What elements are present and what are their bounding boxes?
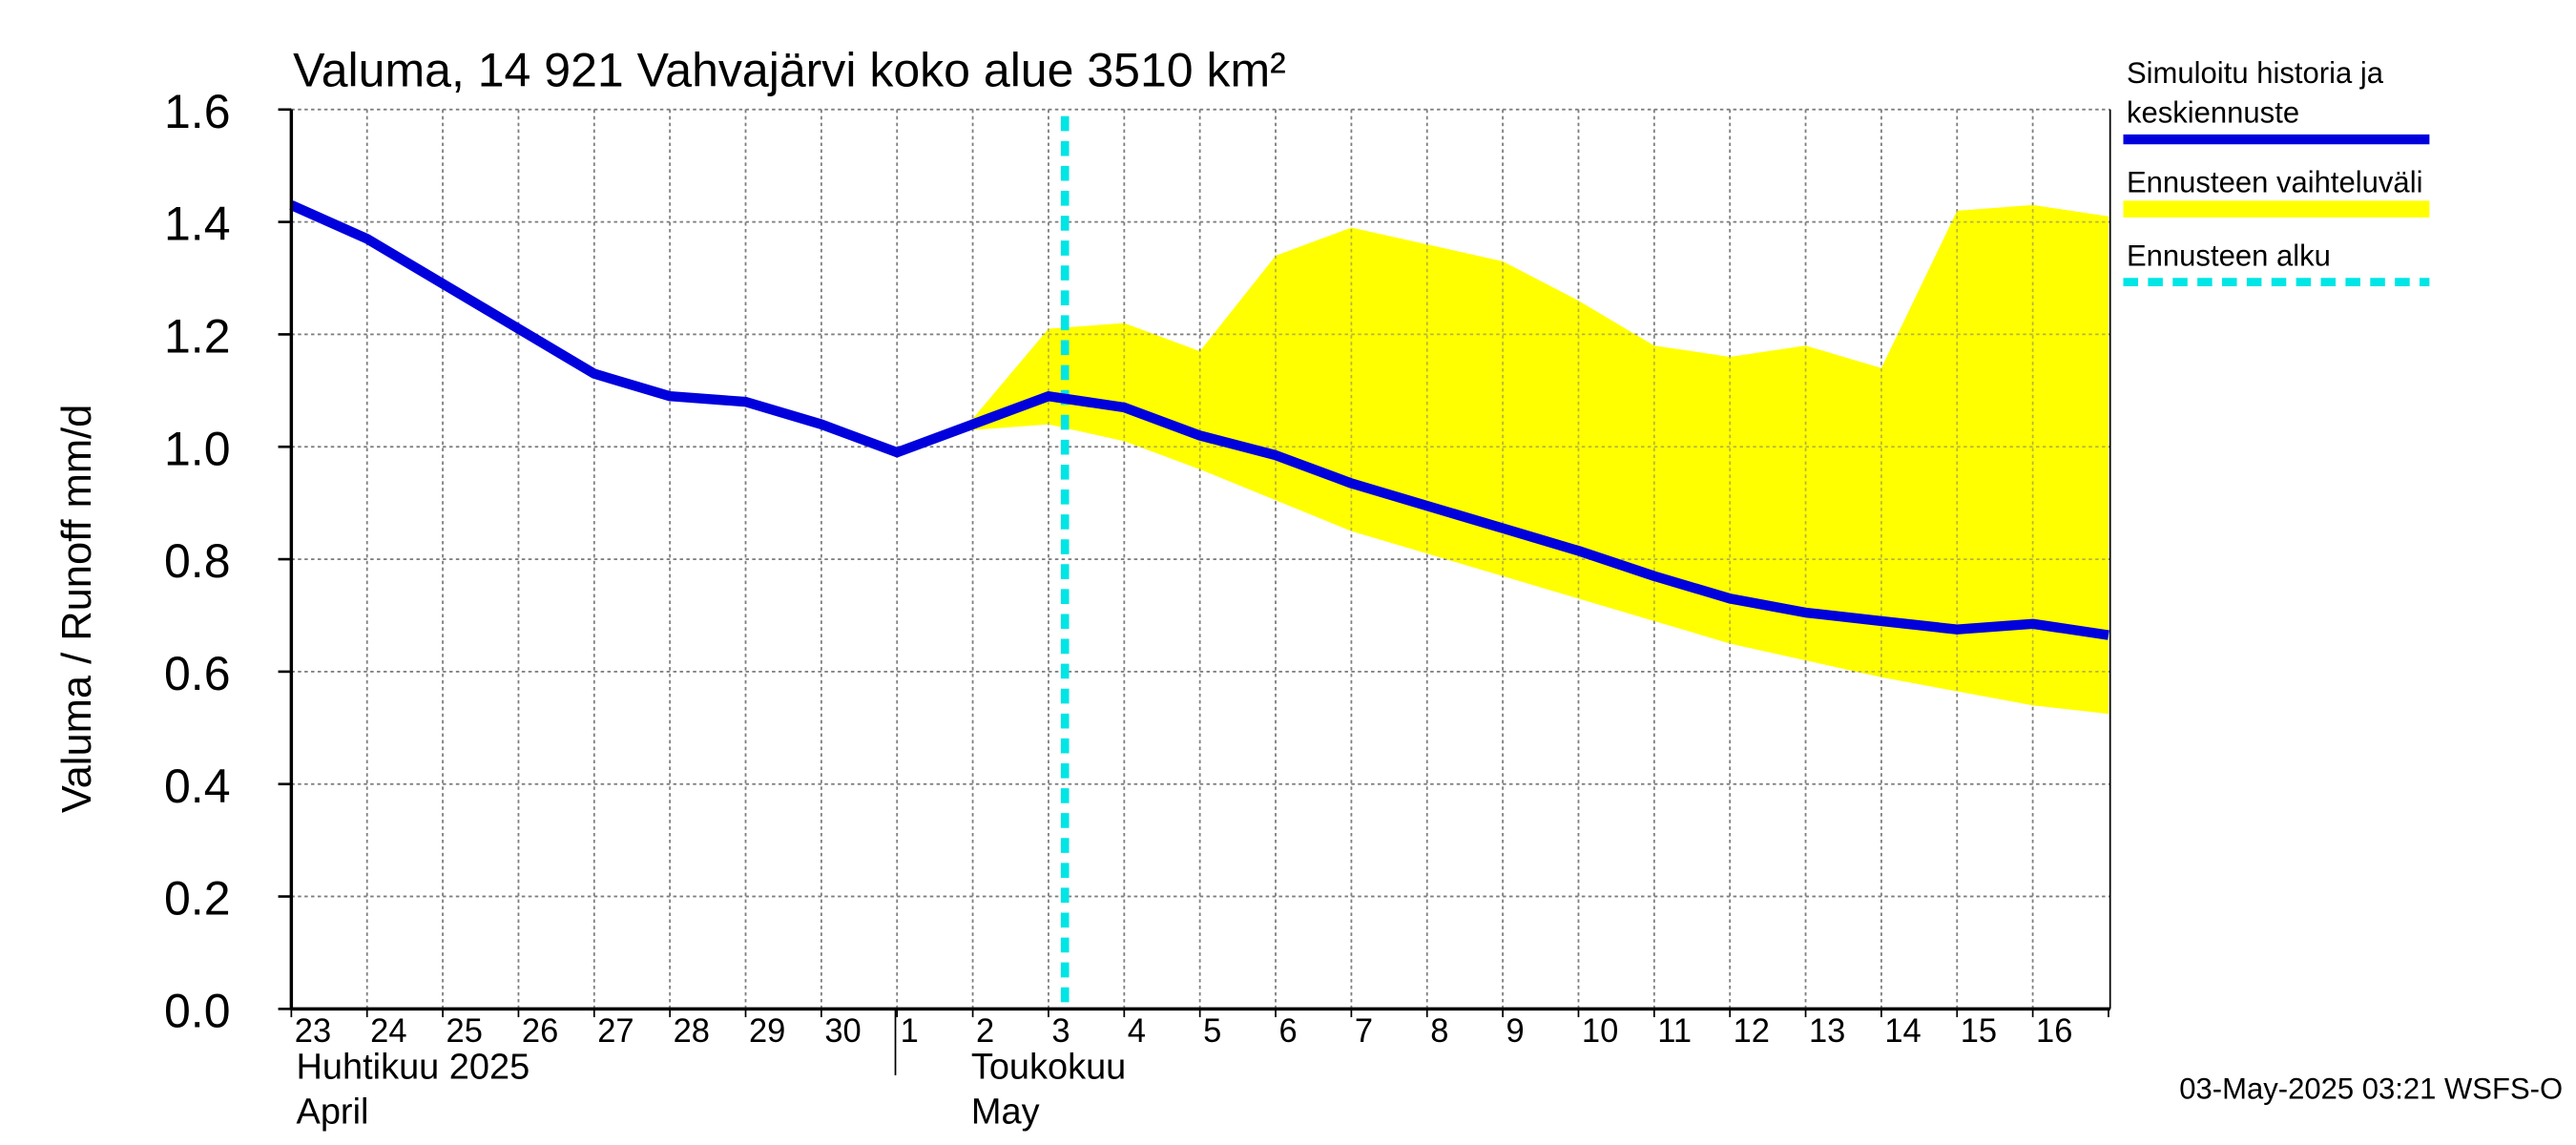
forecast-band-layer — [972, 204, 2109, 715]
x-tick-label: 15 — [1961, 1013, 1997, 1050]
month-label-april-line1: Huhtikuu 2025 — [297, 1047, 530, 1087]
x-tick-label: 29 — [749, 1013, 785, 1050]
x-tick-label: 6 — [1278, 1013, 1297, 1050]
x-tick-label: 23 — [295, 1013, 331, 1050]
legend-simulated-line1: Simuloitu historia ja — [2127, 56, 2384, 90]
x-tick-label: 13 — [1809, 1013, 1845, 1050]
forecast-range-band — [972, 204, 2109, 715]
axes — [278, 108, 2111, 1075]
x-tick-label: 11 — [1657, 1013, 1692, 1050]
x-tick-label: 7 — [1355, 1013, 1373, 1050]
x-tick-label: 14 — [1884, 1013, 1921, 1050]
x-tick-label: 10 — [1582, 1013, 1618, 1050]
x-tick-label: 27 — [597, 1013, 634, 1050]
month-label-april-line2: April — [297, 1092, 369, 1132]
y-tick-label: 1.2 — [164, 309, 231, 363]
month-label-may-line1: Toukokuu — [971, 1047, 1126, 1087]
y-tick-label: 0.4 — [164, 760, 231, 813]
x-tick-label: 8 — [1430, 1013, 1448, 1050]
chart-title: Valuma, 14 921 Vahvajärvi koko alue 3510… — [293, 43, 1286, 96]
x-tick-label: 28 — [674, 1013, 710, 1050]
x-tick-label: 16 — [2036, 1013, 2072, 1050]
legend-item-forecast-start: Ennusteen alku — [2123, 239, 2430, 286]
x-tick-label: 12 — [1734, 1013, 1770, 1050]
y-tick-label: 0.8 — [164, 534, 231, 588]
x-tick-label: 26 — [522, 1013, 558, 1050]
y-tick-label: 1.0 — [164, 422, 231, 475]
x-tick-label: 9 — [1506, 1013, 1525, 1050]
series-layer — [289, 115, 2109, 1010]
legend-item-range: Ennusteen vaihteluväli — [2123, 166, 2430, 218]
month-label-may: Toukokuu May — [971, 1047, 1126, 1132]
month-label-may-line2: May — [971, 1092, 1040, 1132]
x-tick-label: 5 — [1203, 1013, 1221, 1050]
y-tick-label: 0.6 — [164, 647, 231, 700]
x-tick-label: 30 — [824, 1013, 861, 1050]
legend-item-simulated: Simuloitu historia ja keskiennuste — [2123, 56, 2430, 145]
legend-simulated-line2: keskiennuste — [2127, 96, 2299, 130]
legend-range-label: Ennusteen vaihteluväli — [2127, 166, 2423, 199]
y-tick-labels: 0.0 0.2 0.4 0.6 0.8 1.0 1.2 1.4 1.6 — [164, 85, 231, 1038]
y-tick-label: 1.4 — [164, 198, 231, 251]
x-tick-label: 25 — [447, 1013, 483, 1050]
simulated-runoff-line — [289, 200, 2109, 640]
y-tick-label: 1.6 — [164, 85, 231, 138]
x-tick-label: 24 — [370, 1013, 406, 1050]
x-tick-label: 2 — [976, 1013, 994, 1050]
y-axis-label: Valuma / Runoff mm/d — [54, 405, 100, 813]
timestamp-label: 03-May-2025 03:21 WSFS-O — [2179, 1072, 2563, 1105]
legend: Simuloitu historia ja keskiennuste Ennus… — [2123, 56, 2430, 286]
y-tick-label: 0.2 — [164, 871, 231, 925]
x-tick-label: 1 — [901, 1013, 919, 1050]
x-tick-labels: 23 24 25 26 27 28 29 30 1 2 3 4 5 6 7 8 9 10 11 12 13 14 15 16 — [295, 1013, 2073, 1050]
y-tick-label: 0.0 — [164, 984, 231, 1037]
x-tick-label: 4 — [1128, 1013, 1146, 1050]
legend-forecast-start-label: Ennusteen alku — [2127, 239, 2331, 272]
month-label-april: Huhtikuu 2025 April — [297, 1047, 530, 1132]
x-tick-label: 3 — [1051, 1013, 1070, 1050]
